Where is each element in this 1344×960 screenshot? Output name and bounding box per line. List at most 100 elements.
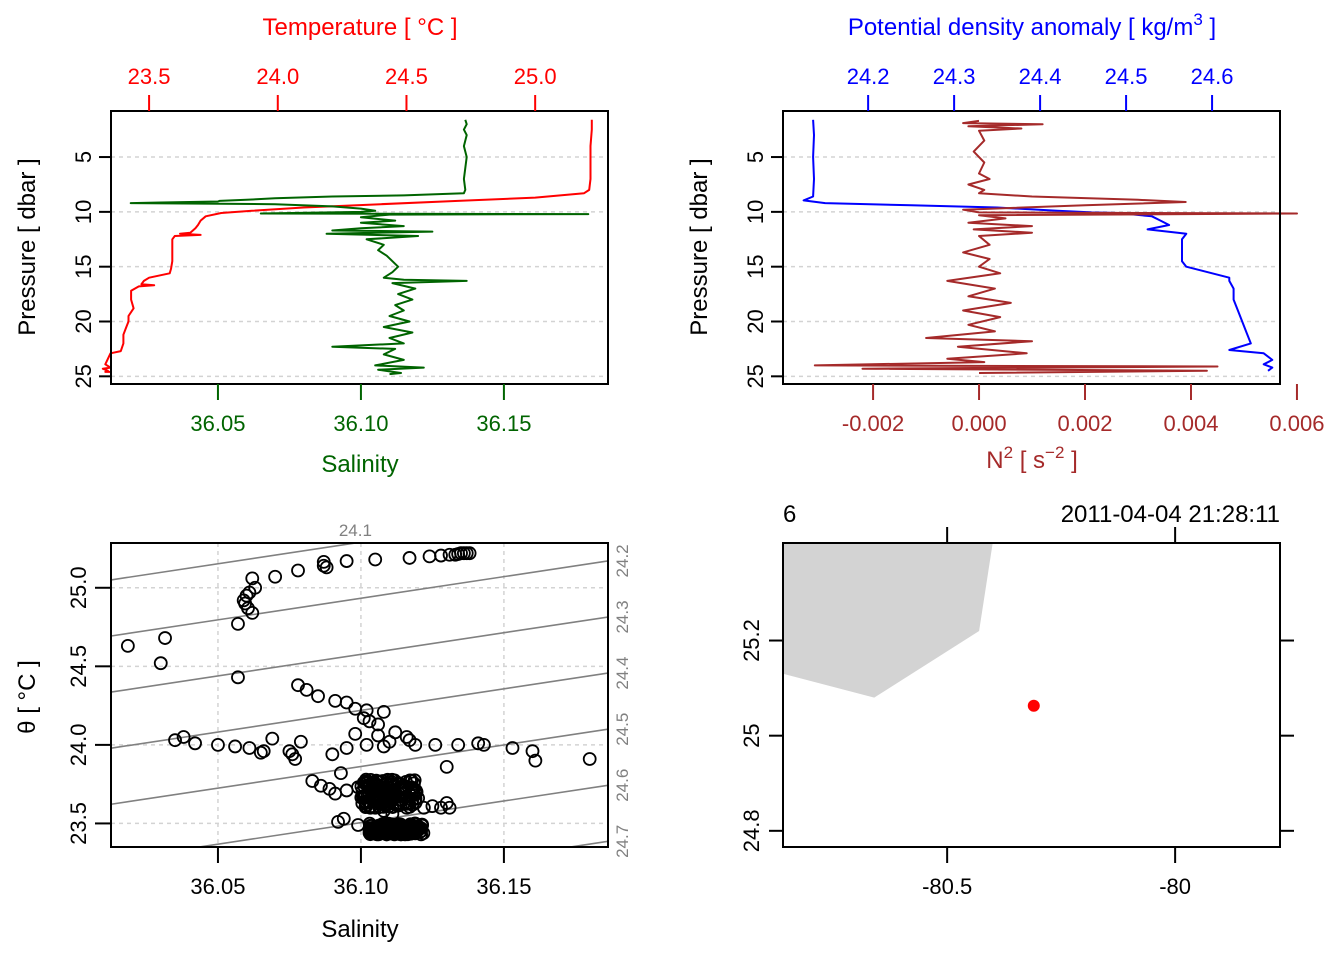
ts-point [188,736,202,751]
ts-diagram-x-tick-label: 36.15 [476,874,531,899]
ts-point [396,825,411,840]
ts-point [368,552,383,567]
density-n2-gridlines [783,156,1280,378]
density-axis-title: Potential density anomaly [ kg/m3 ] [848,10,1216,41]
ts-point [434,548,448,563]
ts-point [471,736,486,751]
ts-diagram-y-tick-label: 24.0 [66,723,91,766]
ts-point [288,752,303,766]
density-n2-y-tick-label: 15 [743,254,768,278]
ts-diagram-y-axis-title: θ [ °C ] [14,660,41,734]
ts-profile-bottom-tick-label: 36.05 [190,411,245,436]
ts-profile-top-axis-title: Temperature [ °C ] [263,14,458,41]
ts-point [408,737,423,752]
isopycnal-label: 24.4 [613,657,632,690]
ts-point [415,817,430,832]
ts-profile-bottom-tick-label: 36.10 [333,411,388,436]
isopycnal-line [111,728,608,806]
density-n2-series [802,119,1298,374]
isopycnal-label: 24.1 [339,521,372,540]
ts-point [582,752,597,766]
isopycnal-line [194,784,608,847]
ts-profile-bottom-axis-title: Salinity [321,451,398,478]
ts-diagram-x-tick-label: 36.05 [190,874,245,899]
density-n2-bottom-tick-label: 0.002 [1057,411,1112,436]
ts-point [291,563,305,578]
ts-point [409,783,423,798]
density-n2-y-tick-label: 20 [743,309,768,333]
ts-point [265,731,280,746]
ts-profile-y-axis-title: Pressure [ dbar ] [14,158,41,335]
ts-diagram-y-tick-label: 25.0 [66,566,91,609]
density-n2-line-n2 [813,119,1298,374]
ts-point [316,558,331,573]
ts-point [120,639,135,653]
ts-point [336,811,351,826]
ts-profile-axes: 5 10 15 20 25 23.5 24.0 24.5 25.0 36.05 36.10 36.15 [71,64,557,436]
map-station-time: 2011-04-04 21:28:11 [1061,501,1280,528]
ts-point [525,744,540,759]
ts-point [381,826,395,841]
ts-point [387,773,402,788]
ts-point [245,571,260,586]
isopycnal-label: 24.2 [613,544,632,577]
station-map-axes: -80.5 -80 24.8 25 25.2 [739,527,1294,899]
ts-point [422,549,437,564]
ts-diagram-y-tick-label: 24.5 [66,645,91,688]
ts-profile-top-tick-label: 24.0 [256,64,299,89]
ts-point [334,766,348,781]
ts-diagram-axes: 36.05 36.10 36.15 23.5 24.0 24.5 25.0 24.1 24.2 2… [66,521,632,899]
ts-point [476,737,491,752]
density-n2-frame [782,110,1281,385]
isopycnal-line [111,543,361,581]
map-station-marker[interactable] [1027,699,1040,712]
isopycnal-line [111,560,608,637]
n2-axis-title-mid: [ s [1013,447,1045,474]
isopycnal-label: 24.7 [613,825,632,858]
density-axis-title-sup: 3 [1193,10,1202,29]
density-n2-top-tick-label: 24.2 [847,64,890,89]
ts-point [339,695,354,710]
ts-diagram-isopycnals [111,543,608,847]
n2-axis-title-end: ] [1064,447,1077,474]
ts-point [448,547,463,562]
density-axis-title-end: ] [1203,14,1216,41]
n2-axis-title-sup2: −2 [1045,443,1064,462]
ts-point [416,826,431,841]
ts-point [425,799,440,814]
ts-profile-y-tick-label: 5 [71,151,96,163]
ts-point [316,554,331,569]
ts-point [348,726,363,741]
ts-point [253,745,268,760]
ts-point [228,739,243,754]
ts-profile-y-tick-label: 25 [71,364,96,388]
ts-point [351,818,365,832]
isopycnal-label: 24.6 [613,769,632,802]
ts-point [311,689,325,704]
ts-point [362,714,377,729]
density-n2-top-tick-label: 24.5 [1105,64,1148,89]
ts-point [412,821,426,836]
ts-point [153,656,168,671]
ts-point [231,617,245,631]
ts-point [442,800,457,815]
ts-point [402,551,417,565]
ts-point [325,747,340,762]
density-n2-panel: 5 10 15 20 25 24.2 24.3 24.4 24.5 24.6 -0.002 0.000… [686,10,1324,474]
ts-diagram-frame [110,542,609,848]
map-x-tick-label: -80 [1159,874,1191,899]
ts-point [328,693,343,708]
ts-profile-y-tick-label: 10 [71,200,96,224]
ts-point [366,820,381,835]
ts-point [361,780,376,795]
density-n2-axes: 5 10 15 20 25 24.2 24.3 24.4 24.5 24.6 -0.002 0.000… [743,64,1324,436]
ts-point [380,821,395,836]
ts-point [428,737,443,752]
ts-point [439,759,454,774]
isopycnal-label: 24.3 [613,600,632,633]
ts-point [211,737,225,752]
density-n2-bottom-tick-label: -0.002 [842,411,904,436]
map-x-tick-label: -80.5 [922,874,972,899]
ts-point [231,670,245,685]
